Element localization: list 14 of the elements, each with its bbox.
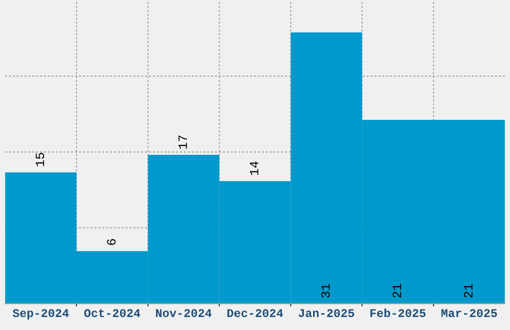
x-tick-label: Dec-2024 <box>227 309 283 318</box>
data-label: 14 <box>250 161 258 175</box>
x-tick-label: Sep-2024 <box>12 309 69 320</box>
data-label: 31 <box>321 284 330 298</box>
x-tick-label: Jan-2025 <box>298 309 354 318</box>
x-tick-label: Feb-2025 <box>370 308 426 318</box>
data-label: 6 <box>107 239 116 245</box>
x-tick-label: Oct-2024 <box>84 309 140 318</box>
data-label: 21 <box>392 284 402 298</box>
x-tick-label: Nov-2024 <box>156 309 212 318</box>
data-label: 15 <box>36 152 44 166</box>
data-label: 17 <box>178 136 187 149</box>
data-label: 21 <box>464 284 472 298</box>
x-tick-label: Mar-2025 <box>441 309 497 318</box>
